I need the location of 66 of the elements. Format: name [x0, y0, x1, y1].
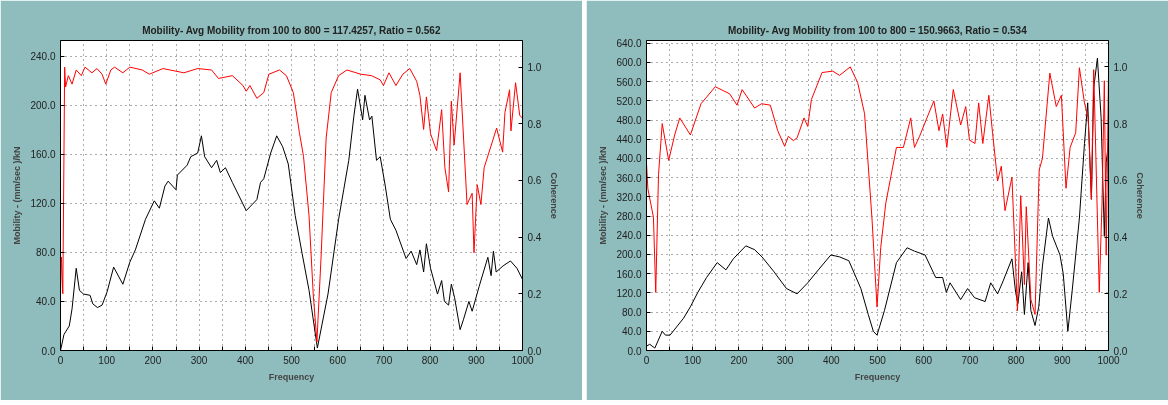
- x-tick-label: 300: [776, 354, 794, 366]
- x-tick-label: 200: [144, 354, 162, 366]
- y-axis-title: Mobility - (mm/sec )/kN: [12, 146, 23, 245]
- x-tick-label: 900: [467, 354, 486, 366]
- y-tick-label: 480.0: [616, 115, 642, 127]
- y-tick-label: 280.0: [616, 211, 642, 223]
- y-tick-label: 440.0: [616, 134, 642, 146]
- y-tick-label: 0.0: [41, 345, 56, 357]
- y-tick-label: 160.0: [30, 149, 56, 161]
- x-tick-label: 700: [375, 354, 393, 366]
- x-tick-label: 100: [98, 354, 116, 366]
- y-tick-label: 120.0: [30, 198, 56, 210]
- x-tick-label: 500: [283, 354, 301, 366]
- y-tick-label: 560.0: [616, 76, 642, 88]
- x-tick-label: 400: [236, 354, 255, 366]
- x-tick-label: 300: [190, 354, 208, 366]
- x-tick-label: 400: [822, 354, 841, 366]
- y2-tick-label: 0.2: [527, 288, 542, 300]
- y2-tick-label: 1.0: [1113, 61, 1128, 73]
- y2-tick-label: 0.8: [1113, 118, 1128, 130]
- y2-tick-label: 0.2: [1113, 288, 1128, 300]
- y-tick-label: 80.0: [36, 247, 56, 259]
- y2-tick-label: 0.4: [1113, 232, 1128, 244]
- y-tick-label: 80.0: [622, 307, 642, 319]
- y2-tick-label: 0.4: [527, 232, 542, 244]
- y-tick-label: 320.0: [616, 191, 642, 203]
- y-tick-label: 640.0: [616, 38, 642, 50]
- y-tick-label: 240.0: [30, 51, 56, 63]
- y-tick-label: 200.0: [616, 249, 642, 261]
- chart-title: Mobility- Avg Mobility from 100 to 800 = 150.9663, Ratio = 0.534: [727, 24, 1028, 36]
- y-tick-label: 0.0: [627, 345, 642, 357]
- y-tick-label: 360.0: [616, 172, 642, 184]
- chart-title: Mobility- Avg Mobility from 100 to 800 = 117.4257, Ratio = 0.562: [142, 24, 441, 36]
- x-tick-label: 0: [643, 354, 650, 366]
- y2-tick-label: 1.0: [527, 62, 542, 74]
- y-axis-title: Mobility - (mm/sec )/kN: [598, 146, 609, 245]
- x-tick-label: 1000: [1097, 354, 1121, 366]
- y2-tick-label: 0.0: [1113, 345, 1128, 357]
- y2-tick-label: 0.0: [527, 345, 542, 357]
- x-tick-label: 800: [421, 354, 439, 366]
- x-tick-label: 700: [961, 354, 979, 366]
- y-tick-label: 40.0: [36, 296, 56, 308]
- y-tick-label: 120.0: [616, 287, 642, 299]
- x-tick-label: 500: [869, 354, 887, 366]
- x-axis-title: Frequency: [268, 371, 315, 382]
- x-tick-label: 900: [1053, 354, 1072, 366]
- y2-tick-label: 0.6: [1113, 175, 1128, 187]
- y-tick-label: 200.0: [30, 100, 56, 112]
- y-tick-label: 40.0: [622, 326, 642, 338]
- y-tick-label: 160.0: [616, 268, 642, 280]
- y-tick-label: 520.0: [616, 95, 642, 107]
- x-tick-label: 1000: [511, 354, 535, 366]
- x-axis-title: Frequency: [854, 371, 901, 382]
- x-tick-label: 600: [915, 354, 933, 366]
- y-tick-label: 240.0: [616, 230, 642, 242]
- x-tick-label: 800: [1007, 354, 1025, 366]
- y2-tick-label: 0.8: [527, 118, 542, 130]
- y2-axis-title: Coherence: [1135, 172, 1146, 219]
- x-tick-label: 600: [329, 354, 347, 366]
- x-tick-label: 200: [730, 354, 748, 366]
- x-tick-label: 100: [684, 354, 702, 366]
- y-tick-label: 600.0: [616, 57, 642, 69]
- y-tick-label: 400.0: [616, 153, 642, 165]
- x-tick-label: 0: [57, 354, 64, 366]
- y2-tick-label: 0.6: [527, 175, 542, 187]
- y2-axis-title: Coherence: [549, 172, 560, 219]
